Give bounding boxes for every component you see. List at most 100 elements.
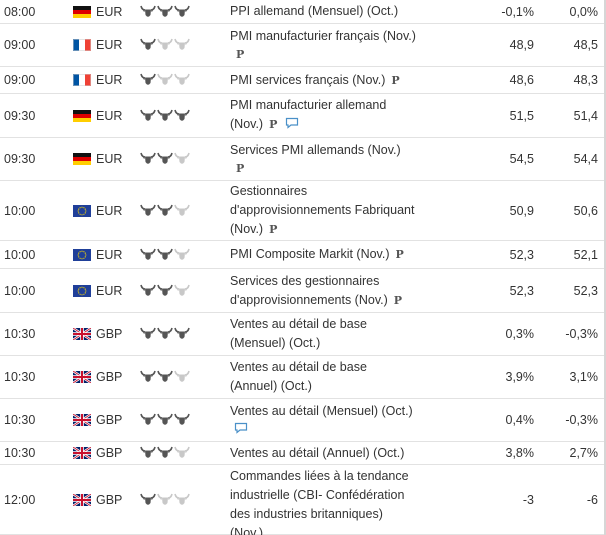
forecast-value: 51,4 (573, 108, 598, 123)
table-row[interactable]: 10:00 EUR Gestionnaires d'approvisionnement… (0, 181, 606, 241)
bull-active-icon (140, 413, 156, 427)
actual-value: 48,6 (509, 73, 534, 87)
currency-code: EUR (96, 4, 123, 19)
bull-inactive-icon (174, 370, 190, 384)
bull-inactive-icon (174, 248, 190, 262)
currency-code: EUR (96, 203, 123, 218)
preliminary-p-icon: P (269, 118, 278, 132)
table-row[interactable]: 09:00 EUR PMI manufacturier français (Nov.… (0, 24, 606, 67)
bull-active-icon (174, 413, 190, 427)
event-name-line: PMI Composite Markit (Nov.) P (230, 245, 404, 264)
table-row[interactable]: 09:00 EUR PMI services français (Nov.) P 48,… (0, 67, 606, 94)
event-name-line: Gestionnaires (230, 182, 414, 201)
event-name[interactable]: PPI allemand (Mensuel) (Oct.) (230, 0, 470, 23)
forecast-value: 48,3 (573, 73, 598, 87)
table-row[interactable]: 10:30 GBP Ventes au détail (Annuel) (Oct.)… (0, 442, 606, 465)
event-time: 10:30 (4, 413, 36, 427)
bull-inactive-icon (174, 284, 190, 298)
event-name-text: (Nov.) (230, 222, 264, 236)
table-row[interactable]: 12:00 GBP Commandes liées à la tendance ind… (0, 465, 606, 535)
bull-active-icon (140, 38, 156, 52)
event-name-text: PMI services français (Nov.) (230, 72, 386, 87)
event-name-line: des industries britanniques) (230, 505, 409, 524)
bull-active-icon (140, 109, 156, 123)
actual-value: 50,9 (509, 203, 534, 218)
event-name[interactable]: Ventes au détail de base (Mensuel) (Oct.) (230, 313, 470, 355)
event-name[interactable]: PMI manufacturier allemand (Nov.) P (230, 94, 470, 137)
flag-eu-icon (73, 248, 91, 261)
volatility-rating (140, 465, 200, 534)
event-name-text: PPI allemand (Mensuel) (Oct.) (230, 4, 399, 18)
currency-code: EUR (96, 283, 123, 298)
event-name-line: PMI manufacturier allemand (230, 96, 386, 115)
volatility-rating (140, 241, 200, 268)
actual-value: 52,3 (509, 247, 534, 262)
currency-code: EUR (96, 247, 123, 262)
currency-code: EUR (96, 73, 123, 87)
volatility-rating (140, 356, 200, 398)
event-name-text: Ventes au détail de base (230, 360, 367, 374)
actual-value: 54,5 (509, 152, 534, 166)
actual-value: 3,8% (505, 446, 535, 460)
event-name[interactable]: Ventes au détail de base (Annuel) (Oct.) (230, 356, 470, 398)
bull-inactive-icon (157, 73, 173, 87)
event-name[interactable]: Commandes liées à la tendance industriell… (230, 465, 470, 535)
event-time: 10:30 (4, 446, 36, 460)
scrollbar-edge[interactable] (604, 0, 606, 535)
table-row[interactable]: 08:00 EUR PPI allemand (Mensuel) (Oct.) -0,… (0, 0, 606, 24)
table-row[interactable]: 10:30 GBP Ventes au détail de base (Mensuel… (0, 313, 606, 356)
event-name[interactable]: Services PMI allemands (Nov.) P (230, 138, 470, 180)
bull-active-icon (140, 204, 156, 218)
event-name-line: PMI manufacturier français (Nov.) (230, 27, 416, 46)
volatility-rating (140, 313, 200, 355)
event-time: 10:00 (4, 283, 36, 298)
flag-de-icon (73, 5, 91, 18)
volatility-rating (140, 0, 200, 23)
speech-bubble-icon[interactable] (234, 422, 248, 438)
volatility-rating (140, 67, 200, 93)
bull-inactive-icon (174, 204, 190, 218)
preliminary-p-icon: P (393, 293, 403, 307)
bull-active-icon (140, 284, 156, 298)
event-name-text: Gestionnaires (230, 184, 308, 198)
flag-eu-icon (73, 204, 91, 217)
table-row[interactable]: 10:00 EUR PMI Composite Markit (Nov.) P 52,3… (0, 241, 606, 269)
table-row[interactable]: 09:30 EUR PMI manufacturier allemand (Nov.)… (0, 94, 606, 138)
event-name-line: Ventes au détail (Mensuel) (Oct.) (230, 402, 413, 421)
event-name-line: (Nov.) (230, 524, 409, 535)
event-name-line: PPI allemand (Mensuel) (Oct.) (230, 2, 398, 21)
event-name[interactable]: Services des gestionnaires d'approvisionn… (230, 269, 470, 312)
event-name-line: Ventes au détail (Annuel) (Oct.) (230, 444, 404, 463)
event-time: 09:30 (4, 152, 36, 166)
event-name[interactable]: PMI Composite Markit (Nov.) P (230, 241, 470, 268)
volatility-rating (140, 269, 200, 312)
volatility-rating (140, 24, 200, 66)
event-name[interactable]: Ventes au détail (Annuel) (Oct.) (230, 442, 470, 464)
flag-gb-icon (72, 370, 92, 384)
bull-active-icon (174, 327, 190, 341)
event-name-text: des industries britanniques) (230, 506, 383, 521)
bull-active-icon (140, 327, 156, 341)
volatility-rating (140, 442, 200, 464)
event-name[interactable]: PMI manufacturier français (Nov.) P (230, 24, 470, 66)
event-name-line: industrielle (CBI- Confédération (230, 486, 409, 505)
event-name-line: (Nov.) P (230, 115, 386, 134)
bull-active-icon (140, 370, 156, 384)
flag-de-icon (73, 109, 91, 122)
flag-gb-icon (72, 446, 92, 460)
event-name-text: Ventes au détail (Annuel) (Oct.) (230, 445, 405, 460)
preliminary-p-icon: P (269, 223, 278, 236)
event-name[interactable]: Ventes au détail (Mensuel) (Oct.) (230, 399, 470, 441)
forecast-value: -0,3% (565, 327, 598, 341)
table-row[interactable]: 10:30 GBP Ventes au détail (Mensuel) (Oct.… (0, 399, 606, 442)
event-name[interactable]: Gestionnaires d'approvisionnements Fabriq… (230, 181, 470, 240)
table-row[interactable]: 10:00 EUR Services des gestionnaires d'appr… (0, 269, 606, 313)
event-name-text: Services des gestionnaires (230, 273, 380, 288)
table-row[interactable]: 10:30 GBP Ventes au détail de base (Annuel)… (0, 356, 606, 399)
currency-code: EUR (96, 108, 123, 123)
event-name[interactable]: PMI services français (Nov.) P (230, 67, 470, 93)
bull-active-icon (157, 327, 173, 341)
table-row[interactable]: 09:30 EUR Services PMI allemands (Nov.) P 54… (0, 138, 606, 181)
speech-bubble-icon[interactable] (285, 116, 299, 135)
actual-value: 3,9% (505, 370, 535, 384)
